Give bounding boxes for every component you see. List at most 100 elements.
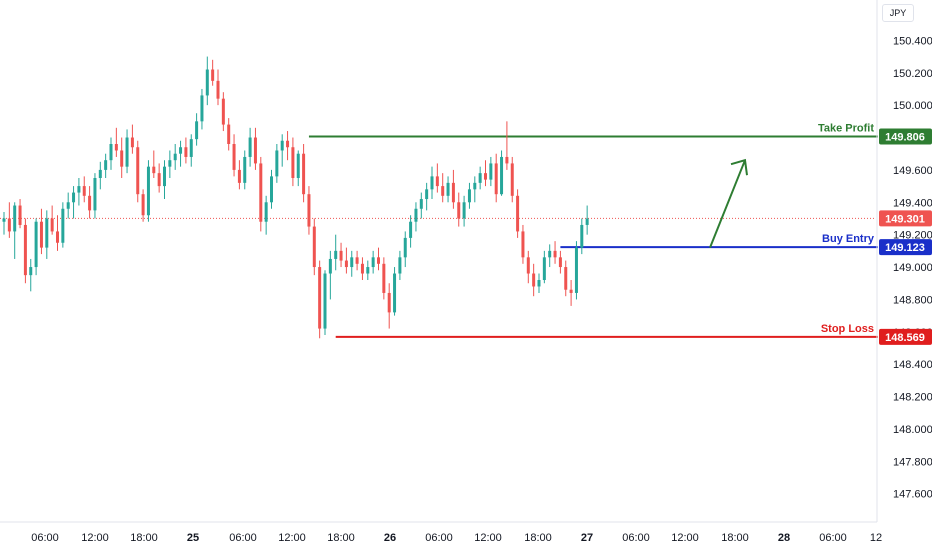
candle-body	[328, 258, 332, 274]
level-tag-value: 149.123	[885, 242, 925, 254]
candle	[334, 234, 338, 271]
candle-body	[125, 137, 129, 167]
candle	[500, 150, 504, 196]
candle	[355, 250, 359, 271]
candle	[29, 258, 33, 292]
candle-body	[526, 257, 530, 274]
candle-body	[382, 263, 386, 293]
candle-series	[2, 56, 589, 339]
candle	[484, 160, 487, 187]
y-tick-label: 149.200	[893, 230, 932, 242]
candle-body	[494, 163, 498, 195]
current-price-tag: 149.301	[879, 210, 932, 227]
candle	[462, 195, 466, 227]
candle	[50, 205, 54, 235]
candle-body	[211, 69, 215, 81]
price-axis[interactable]: 150.400150.200150.000149.800149.600149.4…	[893, 35, 932, 500]
level-tag-box	[879, 239, 932, 256]
candle	[585, 205, 589, 235]
candle-body	[521, 231, 525, 258]
time-axis[interactable]: 06:00 12:00 18:00 25 06:00 12:00 18:00 26 06:00 1…	[31, 532, 882, 544]
y-tick-label: 148.800	[893, 294, 932, 306]
candle	[221, 92, 225, 132]
x-tick-label: 06:00	[425, 532, 453, 544]
candle	[275, 144, 279, 183]
candle-body	[243, 156, 247, 183]
candle	[98, 161, 102, 190]
x-tick-label: 12:00	[671, 532, 699, 544]
candle-body	[467, 189, 471, 203]
candle-body	[146, 166, 150, 216]
candle-body	[339, 250, 343, 261]
y-tick-label: 148.000	[893, 424, 932, 436]
candle-body	[574, 247, 578, 293]
candle-body	[72, 192, 76, 203]
x-tick-label: 27	[581, 532, 593, 544]
candle	[371, 250, 375, 274]
candle-body	[414, 208, 418, 222]
candle	[179, 140, 183, 167]
candle	[286, 131, 290, 161]
x-tick-label: 06:00	[622, 532, 650, 544]
candle-body	[553, 250, 557, 258]
candle	[280, 134, 284, 167]
candle	[328, 250, 332, 300]
currency-label[interactable]: JPY	[882, 4, 914, 22]
candle-body	[312, 226, 316, 268]
candle	[435, 163, 439, 193]
candle	[409, 215, 413, 248]
current-price-tag-box	[879, 210, 932, 227]
candle-body	[569, 289, 573, 293]
candle-body	[323, 273, 327, 329]
candle-body	[302, 153, 306, 195]
candle	[34, 218, 38, 276]
candle-body	[360, 263, 364, 274]
candle	[537, 273, 541, 293]
level-label: Stop Loss	[821, 323, 874, 335]
level-tag-value: 148.569	[885, 332, 925, 344]
candle-body	[451, 182, 455, 203]
candle	[360, 257, 364, 280]
candle	[542, 250, 546, 284]
candle-body	[270, 176, 273, 203]
y-tick-label: 148.400	[893, 359, 932, 371]
candle-body	[505, 156, 509, 164]
x-tick-label: 25	[187, 532, 199, 544]
candle	[473, 176, 477, 203]
x-tick-label: 18:00	[721, 532, 749, 544]
candle	[318, 260, 322, 339]
candle	[414, 202, 418, 232]
candle-body	[152, 166, 156, 174]
candle	[553, 241, 557, 264]
candle	[548, 244, 552, 268]
candle	[125, 129, 129, 174]
x-tick-label: 06:00	[229, 532, 257, 544]
candle	[120, 137, 124, 178]
candle	[18, 199, 22, 229]
candle	[173, 144, 177, 170]
candle	[451, 169, 455, 209]
candle	[425, 182, 429, 211]
candle	[516, 189, 520, 238]
y-tick-label: 150.200	[893, 68, 932, 80]
level-tag-box	[879, 328, 932, 345]
x-tick-label: 12:00	[81, 532, 109, 544]
candle-body	[157, 173, 161, 187]
candle-body	[29, 267, 33, 276]
candle-body	[114, 144, 118, 151]
y-tick-label: 150.000	[893, 100, 932, 112]
candle	[146, 160, 150, 222]
x-tick-label: 06:00	[31, 532, 59, 544]
candle	[558, 250, 562, 274]
candle	[526, 250, 530, 284]
candle	[505, 121, 509, 170]
x-tick-label: 18:00	[524, 532, 552, 544]
y-tick-label: 150.400	[893, 35, 932, 47]
projection-arrow	[709, 158, 748, 248]
candle	[398, 250, 402, 280]
candle-body	[280, 140, 284, 151]
candle	[82, 176, 86, 203]
candle	[216, 69, 220, 106]
candle	[393, 267, 397, 316]
